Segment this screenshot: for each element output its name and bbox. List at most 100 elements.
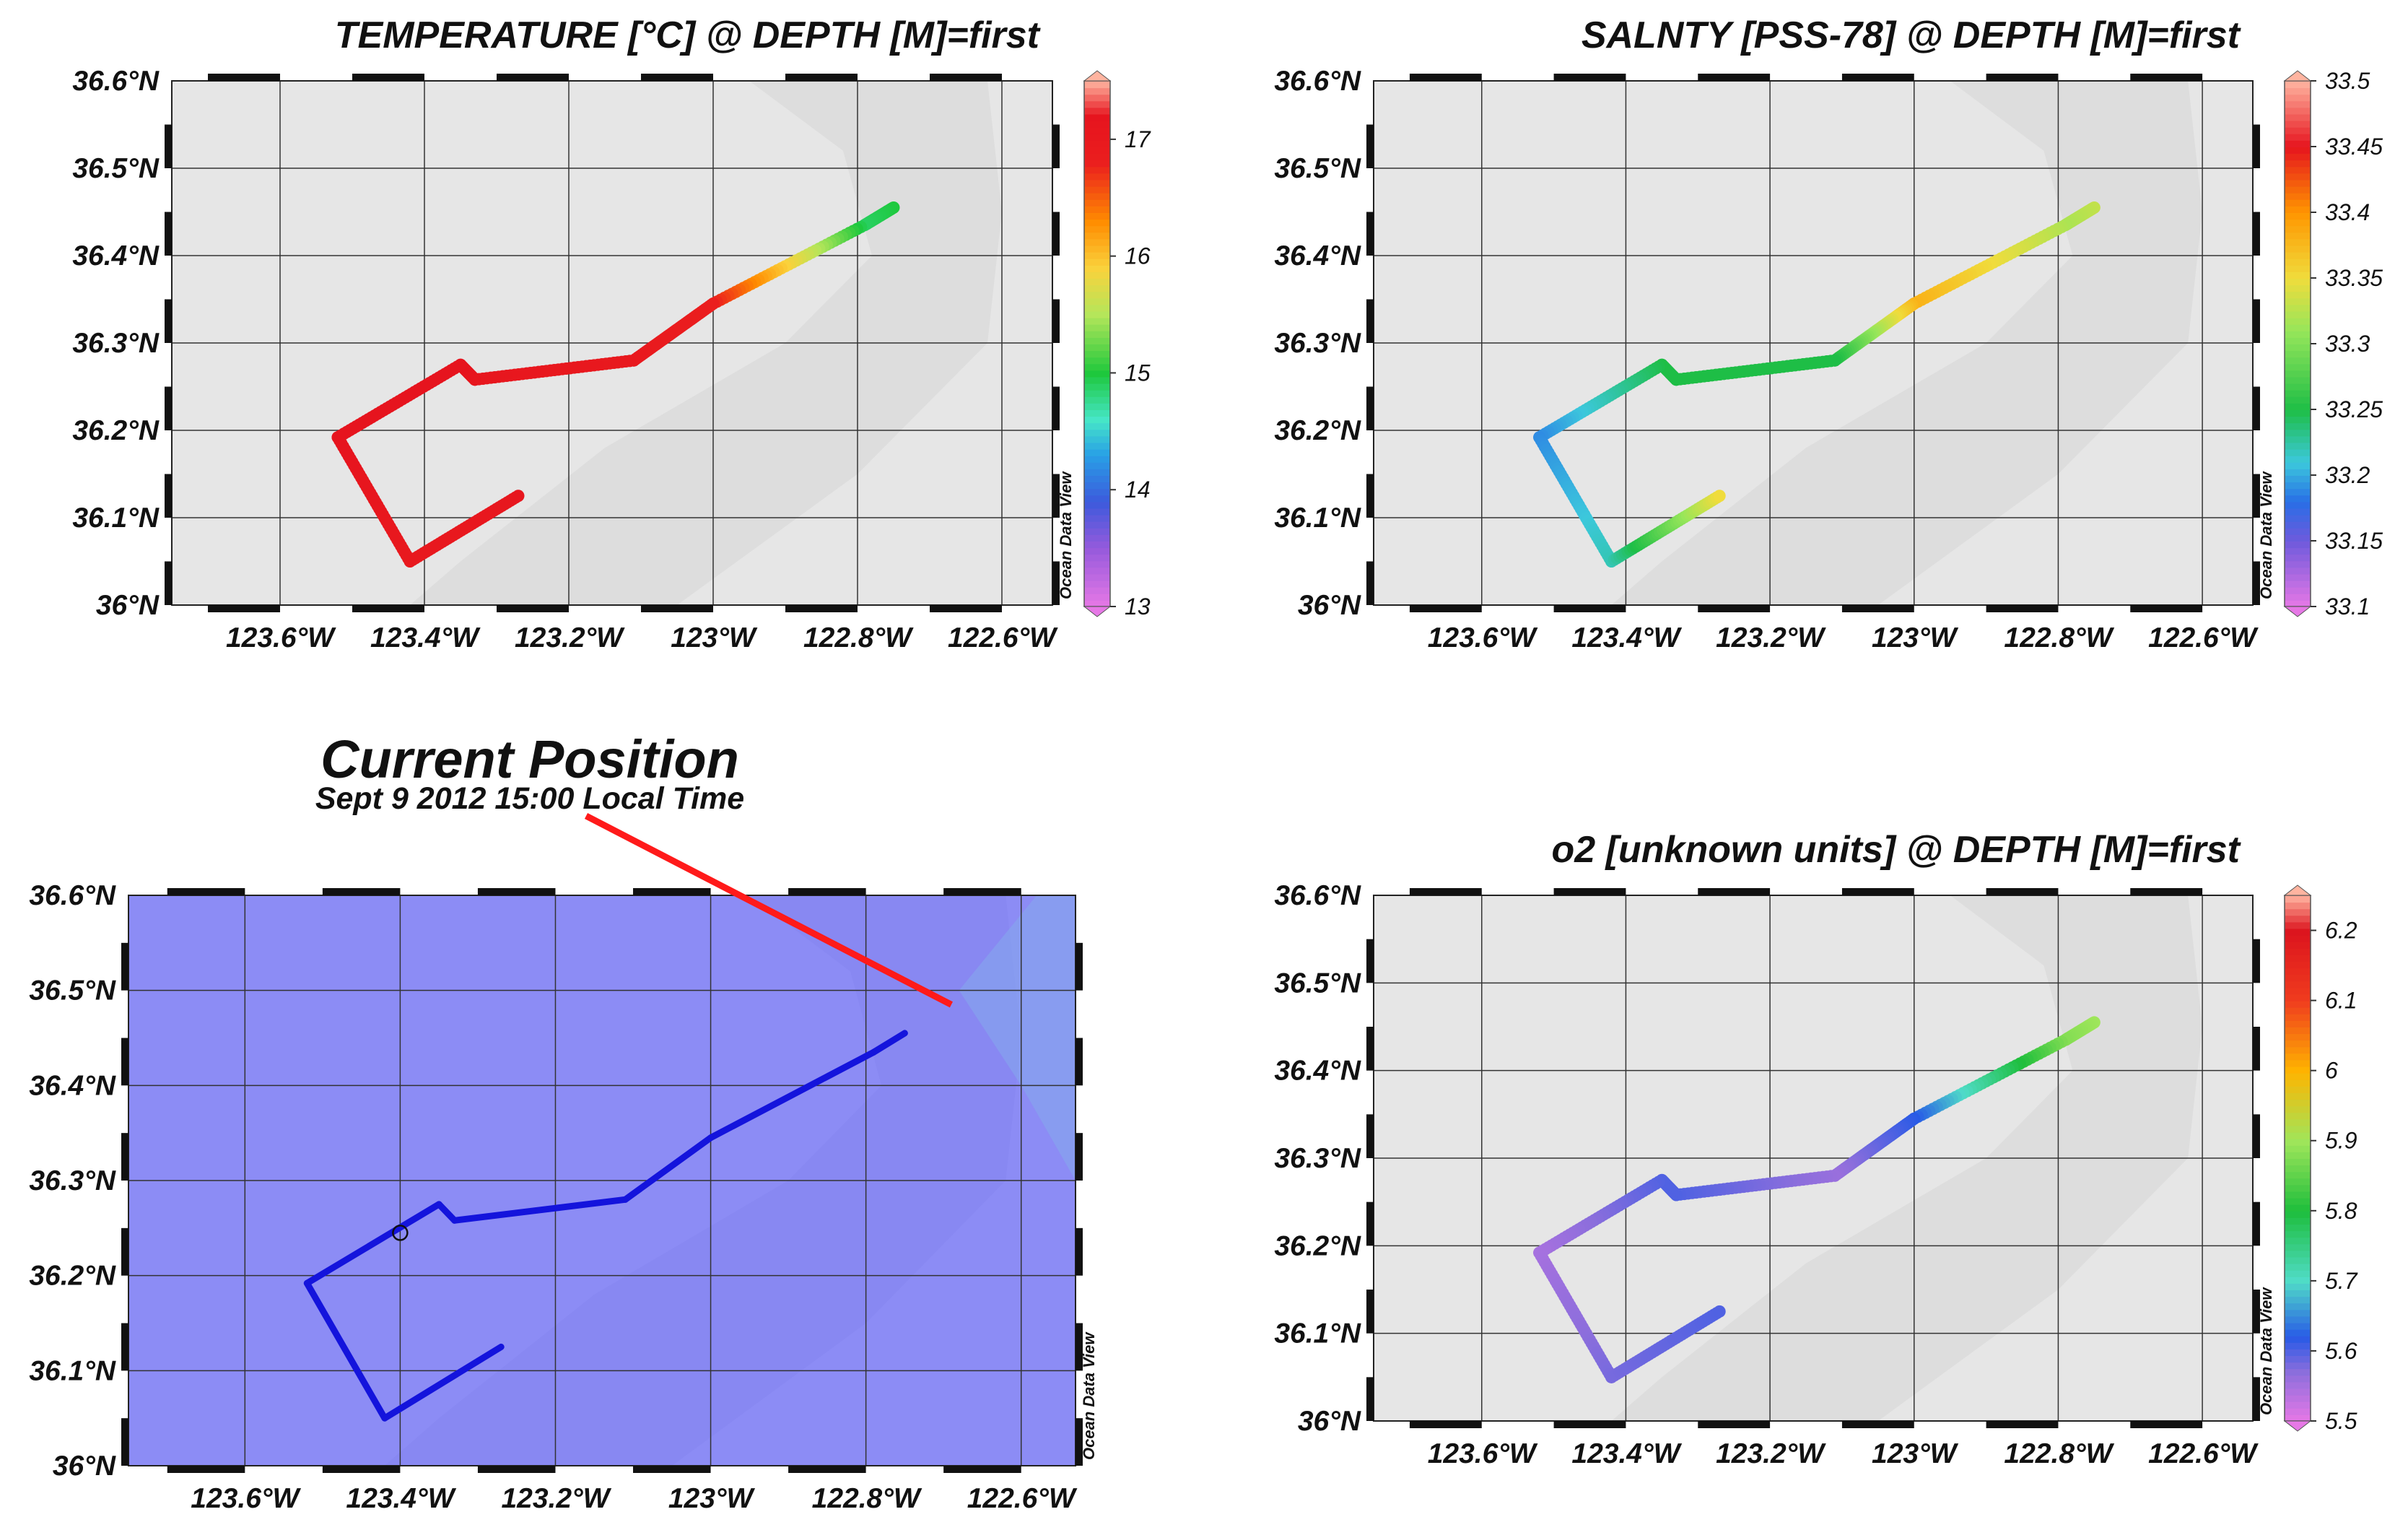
oxygen-colorbar-swatch (2285, 1276, 2311, 1284)
salinity-colorbar-swatch (2285, 383, 2311, 391)
salinity-colorbar-swatch (2285, 586, 2311, 594)
map-border-segment (1986, 605, 2059, 612)
temperature-colorbar-swatch (1084, 547, 1110, 555)
salinity-colorbar-swatch (2285, 297, 2311, 305)
map-border-segment (2253, 299, 2260, 343)
oxygen-colorbar-swatch (2285, 1282, 2311, 1290)
map-border-segment (943, 888, 1021, 895)
oxygen-colorbar-swatch (2285, 1407, 2311, 1415)
map-border-segment (477, 1466, 556, 1473)
oxygen-colorbar-tick-label: 6.1 (2325, 988, 2357, 1014)
map-border-segment (2253, 1114, 2260, 1158)
oxygen-colorbar-swatch (2285, 1290, 2311, 1298)
map-border-segment (2130, 888, 2203, 895)
salinity-colorbar-swatch (2285, 435, 2311, 443)
map-border-segment (1052, 299, 1060, 343)
latitude-tick-label: 36°N (53, 1451, 116, 1482)
longitude-tick-label: 123.6°W (1428, 1438, 1538, 1469)
oxygen-colorbar-swatch (2285, 1191, 2311, 1199)
temperature-colorbar-tick-label: 13 (1125, 594, 1151, 620)
oxygen-colorbar-swatch (2285, 1362, 2311, 1370)
map-border-segment (477, 888, 556, 895)
map-border-segment (1366, 1290, 1374, 1334)
latitude-tick-label: 36.1°N (72, 503, 160, 534)
longitude-tick-label: 123.2°W (515, 622, 625, 653)
temperature-colorbar-swatch (1084, 87, 1110, 95)
oxygen-colorbar-swatch (2285, 1138, 2311, 1146)
oxygen-colorbar-swatch (2285, 1125, 2311, 1133)
map-border-segment (2253, 1027, 2260, 1071)
salinity-colorbar-swatch (2285, 264, 2311, 272)
map-border-segment (1366, 474, 1374, 518)
temperature-colorbar-swatch (1084, 488, 1110, 496)
latitude-tick-label: 36.3°N (29, 1165, 116, 1196)
ocean-data-view-watermark: Ocean Data View (1080, 1331, 1098, 1460)
salinity-colorbar-swatch (2285, 192, 2311, 200)
map-border-segment (2253, 386, 2260, 430)
longitude-tick-label: 122.6°W (948, 622, 1058, 653)
map-border-segment (1076, 1418, 1083, 1466)
temperature-colorbar-swatch (1084, 389, 1110, 397)
map-border-segment (167, 1466, 245, 1473)
latitude-tick-label: 36.6°N (72, 66, 160, 97)
ocean-data-view-watermark: Ocean Data View (1057, 471, 1075, 599)
temperature-colorbar-bottom-arrow (1083, 606, 1112, 617)
oxygen-colorbar-swatch (2285, 1375, 2311, 1383)
salinity-colorbar-swatch (2285, 113, 2311, 121)
temperature-colorbar-swatch (1084, 330, 1110, 338)
oxygen-colorbar-swatch (2285, 1013, 2311, 1021)
temperature-colorbar-tick-label: 15 (1125, 360, 1151, 386)
salinity-colorbar-swatch (2285, 344, 2311, 352)
map-border-segment (1553, 1421, 1626, 1428)
salinity-colorbar-swatch (2285, 330, 2311, 338)
map-border-segment (1052, 561, 1060, 605)
oxygen-colorbar-tick-label: 5.8 (2325, 1198, 2357, 1224)
oxygen-colorbar-swatch (2285, 1118, 2311, 1126)
salinity-colorbar-swatch (2285, 422, 2311, 430)
latitude-tick-label: 36.4°N (1274, 240, 1361, 271)
latitude-tick-label: 36.6°N (29, 880, 116, 911)
temperature-colorbar-swatch (1084, 212, 1110, 220)
oxygen-colorbar-swatch (2285, 895, 2311, 903)
temperature-colorbar-swatch (1084, 402, 1110, 410)
temperature-colorbar-swatch (1084, 120, 1110, 128)
temperature-colorbar-swatch (1084, 166, 1110, 174)
temperature-colorbar-swatch (1084, 107, 1110, 115)
temperature-colorbar-swatch (1084, 310, 1110, 318)
oxygen-colorbar-swatch (2285, 1131, 2311, 1139)
oxygen-colorbar-swatch (2285, 1092, 2311, 1100)
map-border-segment (165, 474, 172, 518)
oxygen-colorbar-swatch (2285, 1335, 2311, 1343)
temperature-colorbar-swatch (1084, 113, 1110, 121)
oxygen-colorbar-swatch (2285, 921, 2311, 929)
oxygen-colorbar-swatch (2285, 1401, 2311, 1409)
temperature-colorbar-swatch (1084, 225, 1110, 233)
temperature-colorbar-swatch (1084, 599, 1110, 607)
map-border-segment (1553, 74, 1626, 81)
oxygen-colorbar-swatch (2285, 1250, 2311, 1258)
temperature-colorbar-tick-label: 16 (1125, 243, 1151, 269)
salinity-colorbar-swatch (2285, 448, 2311, 456)
oxygen-colorbar-swatch (2285, 1256, 2311, 1264)
temperature-colorbar-swatch (1084, 567, 1110, 575)
temperature-map-panel: 36.6°N 36.5°N 36.4°N 36.3°N 36.2°N 36.1°N 36°N… (72, 66, 1151, 653)
map-border-segment (497, 74, 569, 81)
longitude-tick-label: 122.6°W (2148, 1438, 2259, 1469)
temperature-colorbar-swatch (1084, 291, 1110, 299)
temperature-colorbar-swatch (1084, 186, 1110, 194)
latitude-tick-label: 36.3°N (72, 328, 160, 359)
current-position-title: Current Position (320, 729, 739, 789)
map-border-segment (1698, 74, 1771, 81)
temperature-colorbar-swatch (1084, 429, 1110, 437)
map-border-segment (1052, 212, 1060, 256)
longitude-tick-label: 122.6°W (967, 1483, 1078, 1514)
salinity-colorbar-swatch (2285, 527, 2311, 535)
map-border-segment (2253, 1377, 2260, 1421)
oxygen-map-panel: 36.6°N 36.5°N 36.4°N 36.3°N 36.2°N 36.1°N 36°N… (1274, 880, 2357, 1469)
salinity-colorbar-tick-label: 33.4 (2325, 199, 2370, 225)
position-bathymetry-contour (384, 895, 1021, 1466)
ship-track-sample-point (1713, 1305, 1726, 1318)
map-border-segment (2253, 474, 2260, 518)
map-border-segment (1553, 888, 1626, 895)
oxygen-colorbar-swatch (2285, 1178, 2311, 1186)
